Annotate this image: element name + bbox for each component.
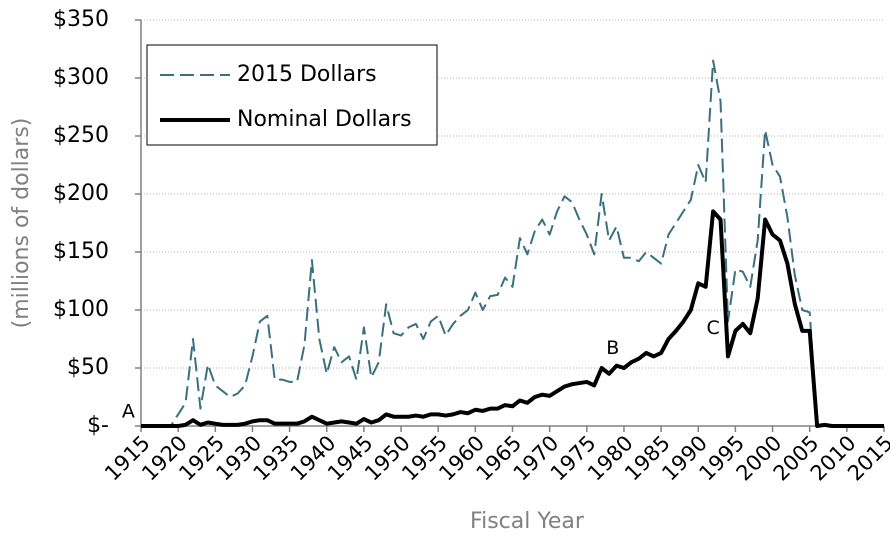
y-tick-label: $200 (53, 181, 109, 206)
series-line (141, 209, 884, 428)
y-axis-label: (millions of dollars) (9, 118, 34, 329)
annotation: C (706, 317, 719, 339)
y-tick-label: $250 (53, 123, 109, 148)
y-tick-label: $- (87, 413, 109, 438)
y-tick-label: $350 (53, 7, 109, 32)
legend-label: 2015 Dollars (237, 62, 377, 87)
y-tick-label: $300 (53, 65, 109, 90)
series-line (141, 59, 884, 427)
annotation: B (606, 337, 619, 359)
legend-label: Nominal Dollars (237, 107, 412, 132)
legend-box (146, 44, 438, 146)
y-tick-label: $150 (53, 239, 109, 264)
x-axis-label: Fiscal Year (470, 509, 585, 534)
y-tick-label: $50 (67, 355, 109, 380)
annotation: A (122, 401, 135, 423)
y-tick-label: $100 (53, 297, 109, 322)
